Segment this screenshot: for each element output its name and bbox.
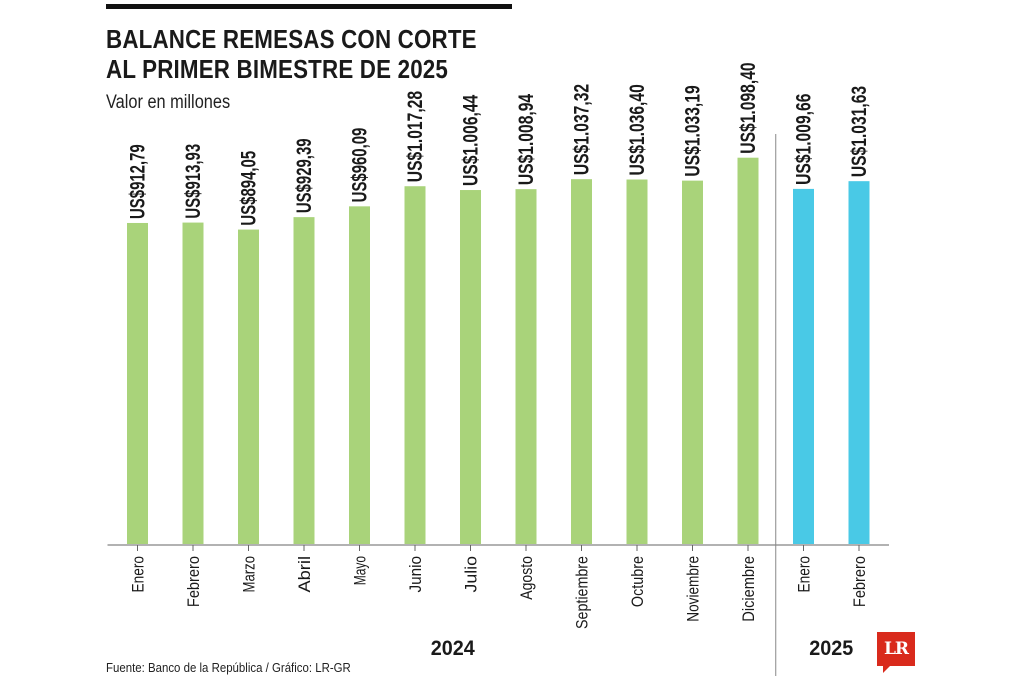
data-label: US$1.031,63	[848, 86, 871, 177]
bar	[793, 188, 814, 544]
x-tick-label: Abril	[295, 556, 314, 593]
data-label: US$1.017,28	[404, 91, 427, 183]
x-tick-label: Mayo	[351, 556, 370, 585]
bar	[182, 222, 204, 545]
data-label: US$1.098,40	[737, 62, 760, 153]
data-label: US$1.009,66	[793, 94, 816, 185]
bar	[515, 189, 537, 544]
bar	[626, 179, 648, 545]
x-tick-label: Julio	[462, 556, 481, 593]
data-label: US$913,93	[182, 144, 205, 219]
x-tick-label: Agosto	[517, 556, 536, 600]
data-label: US$1.033,19	[682, 85, 705, 176]
title-rule	[106, 4, 512, 9]
data-label: US$1.037,32	[571, 84, 594, 175]
chart-title-line-1: BALANCE REMESAS CON CORTE	[106, 24, 477, 54]
chart-title: BALANCE REMESAS CON CORTE AL PRIMER BIME…	[106, 24, 477, 84]
chart-subtitle: Valor en millones	[106, 92, 231, 113]
x-tick-label: Enero	[129, 556, 148, 593]
x-tick-label: Marzo	[240, 556, 259, 593]
bar	[238, 229, 259, 544]
data-label: US$1.036,40	[626, 84, 649, 175]
bar	[293, 217, 315, 544]
bar	[848, 181, 870, 545]
source-note: Fuente: Banco de la República / Gráfico:…	[106, 660, 351, 675]
x-tick-label: Junio	[406, 556, 425, 593]
bar	[460, 190, 481, 545]
data-label: US$960,09	[349, 128, 372, 203]
x-tick-label: Octubre	[628, 556, 647, 607]
x-tick-label: Diciembre	[739, 556, 758, 622]
x-tick-label: Febrero	[850, 556, 869, 607]
x-tick-label: Septiembre	[573, 556, 592, 629]
chart-title-line-2: AL PRIMER BIMESTRE DE 2025	[106, 54, 449, 84]
data-label: US$929,39	[293, 138, 316, 213]
data-label: US$894,05	[238, 151, 261, 226]
x-tick-label: Enero	[795, 556, 814, 593]
data-label: US$1.008,94	[515, 94, 538, 186]
x-tick-label: Febrero	[184, 556, 203, 607]
data-label: US$912,79	[127, 144, 150, 219]
bar	[349, 206, 370, 544]
year-label: 2024	[431, 637, 475, 660]
bar	[404, 186, 426, 544]
bar	[127, 222, 148, 545]
x-tick-label: Noviembre	[684, 556, 703, 622]
lr-logo: LR	[877, 632, 915, 673]
bar	[571, 179, 592, 544]
bar	[737, 157, 759, 544]
bar	[682, 180, 703, 544]
year-label: 2025	[809, 637, 853, 660]
data-label: US$1.006,44	[460, 95, 483, 187]
